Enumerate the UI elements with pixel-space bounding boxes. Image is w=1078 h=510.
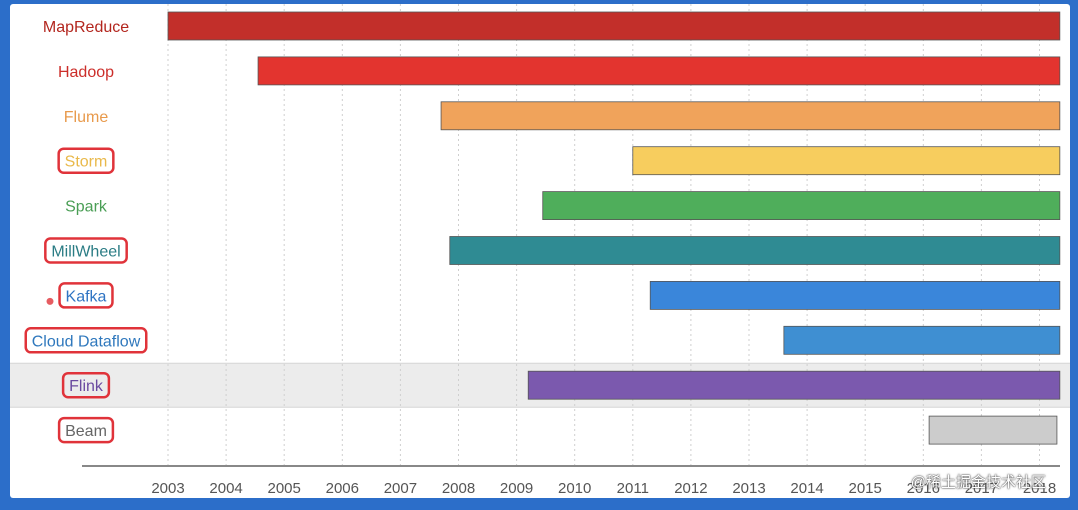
x-tick-label-2008: 2008: [442, 480, 475, 497]
x-tick-label-2007: 2007: [384, 480, 417, 497]
label-flume: Flume: [64, 109, 109, 126]
bar-beam: [928, 415, 1058, 445]
annotation-box-cloud-dataflow: [24, 327, 148, 354]
label-beam: Beam: [65, 423, 107, 440]
label-storm: Storm: [65, 154, 108, 171]
annotation-dot: [46, 297, 54, 305]
annotation-box-kafka: [58, 282, 114, 309]
label-flink: Flink: [69, 378, 104, 395]
x-tick-label-2014: 2014: [790, 480, 823, 497]
axis-layer: 2003 2004 2005 2006 2007 2008 2009 2010 2011 2012…: [82, 465, 1060, 497]
x-tick-label-2013: 2013: [732, 480, 765, 497]
x-tick-label-2003: 2003: [151, 480, 184, 497]
x-tick-label-2004: 2004: [209, 480, 242, 497]
bar-storm: [632, 146, 1061, 176]
bar-kafka: [649, 280, 1061, 310]
annotation-box-millwheel: [44, 237, 128, 264]
labels-layer: MapReduce Hadoop Flume Storm Spark MillWheel K…: [24, 19, 148, 444]
label-hadoop: Hadoop: [58, 64, 114, 81]
bar-cloud-dataflow: [783, 325, 1061, 355]
x-tick-label-2016: 2016: [907, 480, 940, 497]
x-tick-label-2017: 2017: [965, 480, 998, 497]
watermark: @稀土掘金技术社区: [910, 474, 1046, 491]
x-tick-label-2015: 2015: [849, 480, 882, 497]
timeline-chart: MapReduce Hadoop Flume Storm Spark MillWheel K…: [10, 4, 1070, 497]
chart-frame: MapReduce Hadoop Flume Storm Spark MillWheel K…: [10, 4, 1070, 498]
annotation-box-beam: [57, 416, 115, 444]
bar-flume: [440, 101, 1061, 131]
x-tick-label-2005: 2005: [268, 480, 301, 497]
x-tick-label-2009: 2009: [500, 480, 533, 497]
bar-mapreduce: [167, 11, 1061, 41]
bar-millwheel: [449, 236, 1061, 265]
annotation-box-flink: [61, 371, 111, 399]
label-cloud-dataflow: Cloud Dataflow: [32, 333, 141, 350]
label-kafka: Kafka: [66, 288, 107, 305]
x-tick-label-2011: 2011: [617, 480, 649, 497]
bar-spark: [542, 191, 1061, 221]
bar-flink: [527, 370, 1061, 400]
x-tick-label-2018: 2018: [1023, 480, 1056, 497]
bar-hadoop: [257, 56, 1061, 86]
label-mapreduce: MapReduce: [43, 19, 129, 36]
label-millwheel: MillWheel: [51, 244, 120, 261]
annotation-box-storm: [57, 147, 115, 174]
x-tick-label-2006: 2006: [326, 480, 359, 497]
label-spark: Spark: [65, 199, 108, 216]
x-tick-label-2012: 2012: [674, 480, 707, 497]
x-tick-label-2010: 2010: [558, 480, 591, 497]
bars-layer: [167, 11, 1061, 445]
